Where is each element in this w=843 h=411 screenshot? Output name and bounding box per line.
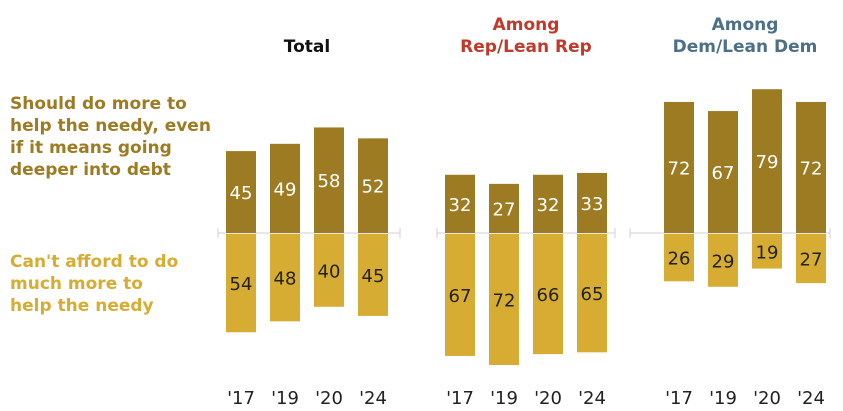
tick-label-dem-0: '17 — [665, 388, 693, 409]
label-less-total-3: 45 — [362, 266, 385, 287]
bar-less-dem-0 — [664, 234, 694, 282]
panel-title-dem: Among Dem/Lean Dem — [673, 15, 818, 57]
label-less-dem-3: 27 — [800, 250, 823, 271]
label-more-total-2: 58 — [318, 171, 341, 192]
bar-less-rep-3 — [577, 234, 607, 353]
tick-label-dem-2: '20 — [753, 388, 781, 409]
tick-label-rep-1: '19 — [490, 388, 518, 409]
bar-less-rep-2 — [533, 234, 563, 355]
tick-label-total-0: '17 — [227, 388, 255, 409]
bar-more-rep-2 — [533, 174, 563, 233]
tick-label-dem-3: '24 — [797, 388, 825, 409]
label-more-dem-3: 72 — [800, 158, 823, 179]
label-less-dem-0: 26 — [668, 249, 691, 270]
bar-less-rep-0 — [445, 234, 475, 356]
tick-label-rep-0: '17 — [446, 388, 474, 409]
label-less-rep-1: 72 — [493, 291, 516, 312]
label-more-dem-2: 79 — [756, 152, 779, 173]
label-more-rep-3: 33 — [581, 194, 604, 215]
label-more-total-0: 45 — [230, 183, 253, 204]
bar-less-dem-2 — [752, 234, 782, 269]
tick-label-rep-3: '24 — [578, 388, 606, 409]
label-less-total-1: 48 — [274, 269, 297, 290]
label-more-rep-0: 32 — [449, 195, 472, 216]
bar-more-total-0 — [226, 151, 256, 233]
bar-more-dem-1 — [708, 111, 738, 233]
bar-less-dem-3 — [796, 234, 826, 284]
bar-more-dem-3 — [796, 101, 826, 234]
label-more-rep-2: 32 — [537, 195, 560, 216]
label-more-dem-1: 67 — [712, 163, 735, 184]
bar-more-total-1 — [270, 143, 300, 233]
label-more-total-3: 52 — [362, 177, 385, 198]
bar-less-rep-1 — [489, 234, 519, 366]
tick-label-total-3: '24 — [359, 388, 387, 409]
tick-label-dem-1: '19 — [709, 388, 737, 409]
label-less-total-0: 54 — [230, 274, 253, 295]
label-less-rep-3: 65 — [581, 284, 604, 305]
bar-less-total-0 — [226, 234, 256, 333]
label-less-total-2: 40 — [318, 261, 341, 282]
bar-less-total-2 — [314, 234, 344, 307]
label-less-dem-1: 29 — [712, 251, 735, 272]
bar-less-dem-1 — [708, 234, 738, 287]
label-more-total-1: 49 — [274, 179, 297, 200]
panel-title-rep: Among Rep/Lean Rep — [460, 15, 592, 57]
label-less-rep-2: 66 — [537, 285, 560, 306]
tick-label-total-1: '19 — [271, 388, 299, 409]
bar-more-total-3 — [358, 138, 388, 233]
label-more-rep-1: 27 — [493, 199, 516, 220]
label-less-dem-2: 19 — [756, 242, 779, 263]
bar-more-dem-2 — [752, 89, 782, 233]
label-more-dem-0: 72 — [668, 158, 691, 179]
bar-more-rep-3 — [577, 172, 607, 233]
panel-title-total: Total — [284, 37, 330, 57]
bar-less-total-1 — [270, 234, 300, 322]
bar-more-rep-0 — [445, 174, 475, 233]
bar-more-rep-1 — [489, 183, 519, 233]
bar-less-total-3 — [358, 234, 388, 316]
legend-more-help: Should do more to help the needy, even i… — [10, 94, 211, 180]
tick-label-rep-2: '20 — [534, 388, 562, 409]
label-less-rep-0: 67 — [449, 286, 472, 307]
tick-label-total-2: '20 — [315, 388, 343, 409]
bar-more-total-2 — [314, 127, 344, 233]
bar-more-dem-0 — [664, 101, 694, 234]
legend-cant-afford: Can't afford to do much more to help the… — [10, 252, 179, 316]
